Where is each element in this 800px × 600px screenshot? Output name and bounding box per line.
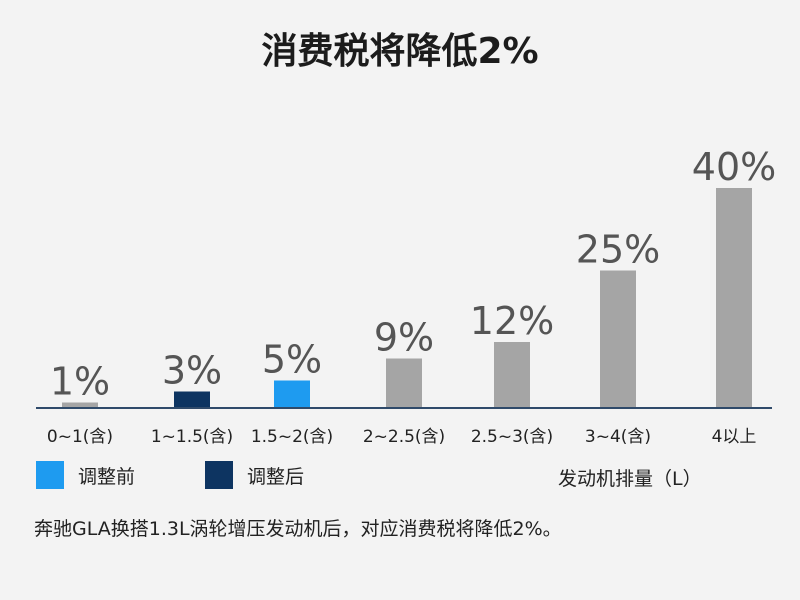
x-tick-label-7: 4以上	[712, 427, 757, 447]
bar-5	[494, 342, 530, 408]
legend-label-after: 调整后	[247, 465, 305, 488]
x-tick-label-1: 0~1(含)	[47, 427, 113, 447]
x-tick-label-2: 1~1.5(含)	[151, 427, 233, 447]
x-tick-label-6: 3~4(含)	[585, 427, 651, 447]
data-label-6: 25%	[576, 228, 660, 272]
x-tick-label-4: 2~2.5(含)	[363, 427, 445, 447]
caption: 奔驰GLA换搭1.3L涡轮增压发动机后，对应消费税将降低2%。	[34, 518, 562, 540]
legend-swatch-after	[205, 461, 233, 489]
data-label-7: 40%	[692, 145, 776, 189]
bar-6	[600, 270, 636, 408]
bar-1	[62, 402, 98, 408]
data-label-5: 12%	[470, 299, 554, 343]
bar-2	[174, 391, 210, 408]
data-label-2: 3%	[162, 349, 222, 393]
chart-title: 消费税将降低2%	[261, 31, 539, 72]
data-label-1: 1%	[50, 360, 110, 404]
data-label-3: 5%	[262, 338, 322, 382]
legend-swatch-before	[36, 461, 64, 489]
bar-3	[274, 380, 310, 408]
bar-7	[716, 188, 752, 408]
legend-entry-after: 调整后	[205, 460, 304, 490]
bar-4	[386, 358, 422, 408]
x-axis-title: 发动机排量（L）	[558, 468, 702, 490]
legend-label-before: 调整前	[78, 465, 136, 488]
data-label-4: 9%	[374, 316, 434, 360]
x-tick-label-3: 1.5~2(含)	[251, 427, 333, 447]
x-tick-label-5: 2.5~3(含)	[471, 427, 553, 447]
legend-entry-before: 调整前	[36, 460, 135, 490]
